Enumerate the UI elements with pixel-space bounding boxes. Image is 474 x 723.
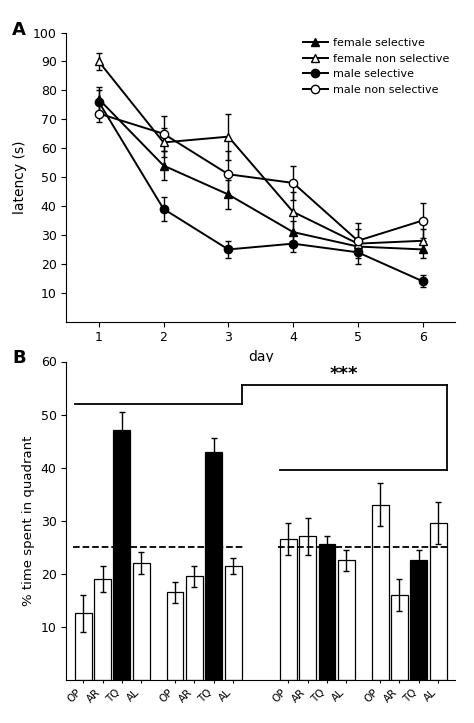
Bar xyxy=(75,613,91,680)
Bar xyxy=(133,563,150,680)
X-axis label: day: day xyxy=(248,350,273,364)
Bar xyxy=(280,539,297,680)
Bar xyxy=(410,560,427,680)
Bar xyxy=(372,505,389,680)
Y-axis label: % time spent in quadrant: % time spent in quadrant xyxy=(22,435,35,606)
Text: ***: *** xyxy=(330,364,358,382)
Bar xyxy=(166,592,183,680)
Bar xyxy=(299,536,316,680)
Bar xyxy=(225,565,242,680)
Bar xyxy=(391,595,408,680)
Legend: female selective, female non selective, male selective, male non selective: female selective, female non selective, … xyxy=(303,38,449,95)
Y-axis label: latency (s): latency (s) xyxy=(13,140,27,214)
Text: A: A xyxy=(12,21,26,39)
Bar xyxy=(319,544,336,680)
Bar xyxy=(186,576,203,680)
Bar xyxy=(94,579,111,680)
Bar xyxy=(430,523,447,680)
Bar xyxy=(205,452,222,680)
Bar xyxy=(113,430,130,680)
Bar xyxy=(338,560,355,680)
Text: B: B xyxy=(12,348,26,367)
